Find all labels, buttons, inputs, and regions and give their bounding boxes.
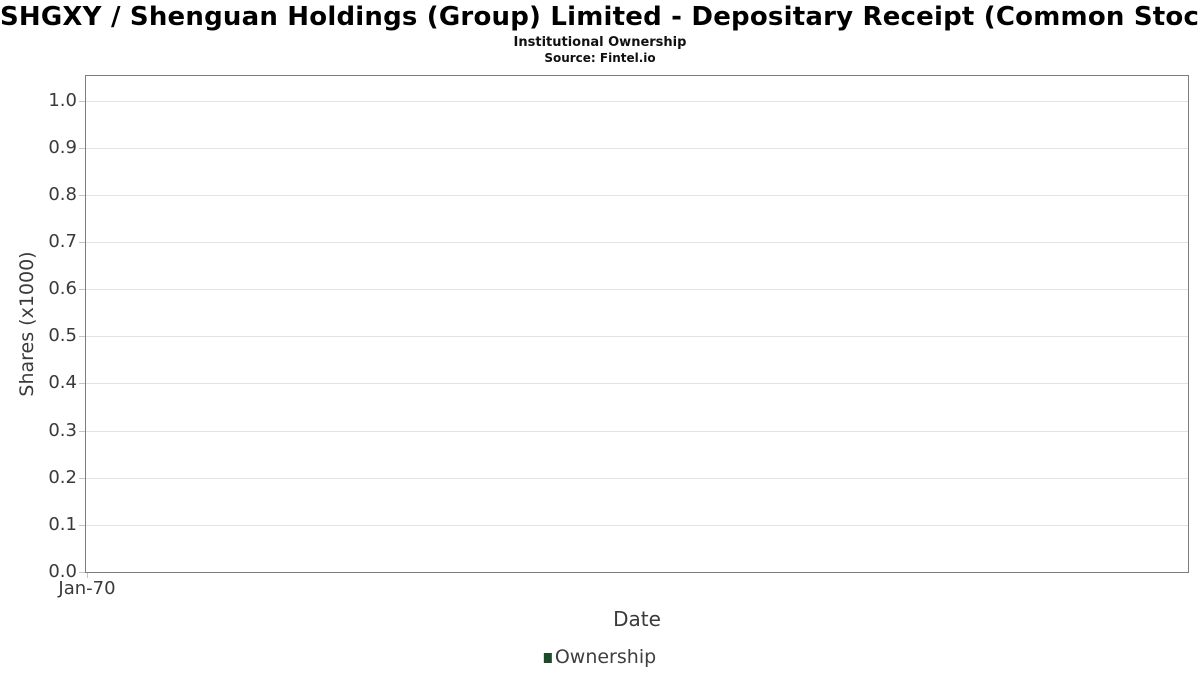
legend-marker-ownership [543, 653, 552, 663]
y-tick-mark [79, 289, 85, 291]
gridline [86, 477, 1188, 479]
y-tick-mark [79, 147, 85, 149]
chart-title: SHGXY / Shenguan Holdings (Group) Limite… [0, 2, 1200, 32]
y-tick-mark [79, 100, 85, 102]
y-tick-mark [79, 383, 85, 385]
y-tick-mark [79, 477, 85, 479]
y-tick-label: 0.5 [48, 325, 77, 347]
x-axis-label: Date [613, 607, 661, 631]
chart-source-label: Source: Fintel.io [544, 51, 656, 65]
legend-label-ownership: Ownership [554, 646, 657, 668]
y-tick-label: 0.8 [48, 183, 77, 205]
y-tick-mark [79, 194, 85, 196]
y-tick-mark [79, 572, 85, 573]
plot-area [85, 75, 1189, 573]
chart-subtitle: Institutional Ownership [513, 35, 687, 50]
gridline [86, 100, 1188, 102]
y-tick-label: 0.4 [48, 372, 77, 394]
y-tick-label: 0.0 [48, 561, 77, 582]
y-tick-mark [79, 524, 85, 526]
y-tick-label: 0.6 [48, 278, 77, 300]
x-tick-mark [87, 573, 88, 578]
y-tick-mark [79, 336, 85, 338]
y-tick-mark [79, 241, 85, 243]
gridline [86, 194, 1188, 196]
gridline [86, 383, 1188, 385]
gridline [86, 430, 1188, 432]
y-tick-label: 1.0 [48, 89, 77, 111]
gridline [86, 289, 1188, 291]
y-tick-label: 0.9 [48, 136, 77, 158]
y-tick-label: 0.7 [48, 230, 77, 252]
gridline [86, 147, 1188, 149]
gridline [86, 524, 1188, 526]
gridline [86, 241, 1188, 243]
y-tick-label: 0.3 [48, 419, 77, 441]
gridline [86, 336, 1188, 338]
y-tick-mark [79, 430, 85, 432]
y-tick-label: 0.2 [48, 466, 77, 488]
x-tick-label: Jan-70 [58, 578, 116, 599]
y-tick-label: 0.1 [48, 513, 77, 535]
legend: Ownership [543, 646, 657, 668]
